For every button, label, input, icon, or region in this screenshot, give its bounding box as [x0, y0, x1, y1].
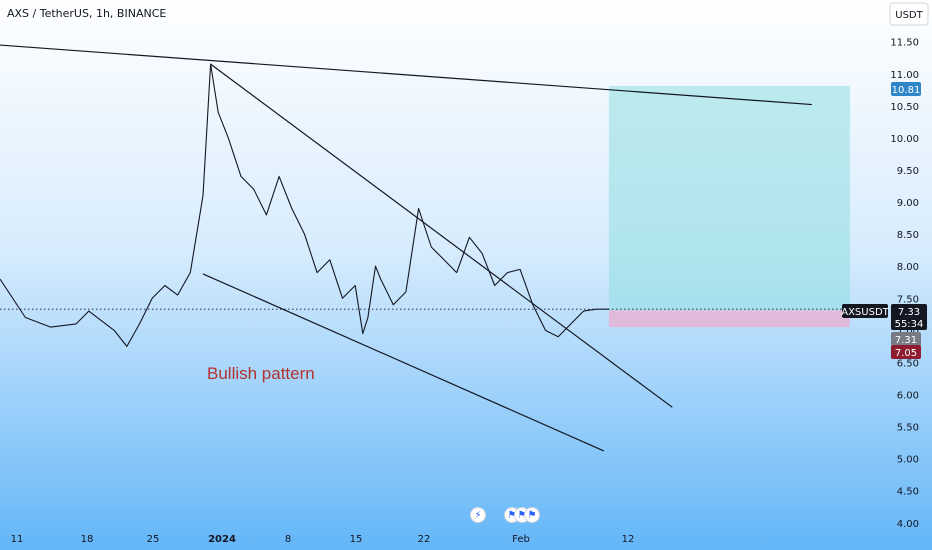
- target-zone[interactable]: [608, 85, 850, 311]
- svg-text:7.05: 7.05: [895, 348, 917, 359]
- svg-text:10.81: 10.81: [892, 85, 921, 96]
- x-tick-label: 15: [350, 534, 363, 545]
- x-tick-label: 25: [147, 534, 160, 545]
- svg-text:AXSUSDT: AXSUSDT: [841, 307, 889, 318]
- x-tick-label: Feb: [512, 534, 530, 545]
- x-tick-label: 8: [285, 534, 291, 545]
- bolt-icon[interactable]: ⚡: [470, 507, 486, 523]
- y-tick-label: 6.50: [897, 358, 919, 369]
- x-tick-label: 2024: [208, 534, 236, 545]
- chart-title: AXS / TetherUS, 1h, BINANCE: [7, 7, 166, 20]
- symbol-tag: AXSUSDT: [841, 304, 890, 318]
- falling-wedge-lower-trendline[interactable]: [202, 273, 605, 452]
- time-axis[interactable]: 11 18 25 2024 8 15 22 Feb 12: [11, 534, 635, 545]
- price-series-line[interactable]: [0, 63, 609, 347]
- y-tick-label: 10.50: [890, 102, 919, 113]
- last-price-value: 7.33: [898, 307, 920, 318]
- y-tick-label: 9.50: [897, 166, 919, 177]
- y-tick-label: 4.50: [897, 487, 919, 498]
- y-tick-label: 7.50: [897, 294, 919, 305]
- stop-zone[interactable]: [608, 310, 850, 328]
- currency-label: USDT: [895, 10, 923, 21]
- y-tick-label: 5.00: [897, 455, 919, 466]
- y-tick-label: 11.50: [890, 38, 919, 49]
- price-axis[interactable]: 11.50 11.00 10.50 10.00 9.50 9.00 8.50 8.00 7.50…: [890, 38, 919, 530]
- annotation-text[interactable]: Bullish pattern: [207, 364, 315, 383]
- y-tick-label: 5.50: [897, 423, 919, 434]
- stop-price-tag: 7.05: [891, 345, 921, 359]
- last-price-tag: 7.33 55:34: [891, 304, 927, 330]
- entry-price-tag: 7.31: [891, 332, 921, 346]
- falling-wedge-upper-trendline[interactable]: [210, 63, 673, 408]
- bar-countdown: 55:34: [895, 319, 924, 330]
- y-tick-label: 9.00: [897, 198, 919, 209]
- y-tick-label: 11.00: [890, 70, 919, 81]
- y-tick-label: 6.00: [897, 391, 919, 402]
- y-tick-label: 8.00: [897, 262, 919, 273]
- plot-area[interactable]: Bullish pattern: [0, 32, 888, 452]
- svg-text:7.31: 7.31: [895, 335, 917, 346]
- target-price-tag: 10.81: [891, 82, 921, 96]
- y-tick-label: 10.00: [890, 134, 919, 145]
- x-tick-label: 11: [11, 534, 24, 545]
- x-tick-label: 12: [622, 534, 635, 545]
- currency-button[interactable]: USDT: [889, 2, 929, 26]
- y-tick-label: 7.00: [897, 326, 919, 337]
- resistance-trendline[interactable]: [0, 32, 812, 106]
- y-tick-label: 4.00: [897, 519, 919, 530]
- x-tick-label: 18: [81, 534, 94, 545]
- y-tick-label: 8.50: [897, 230, 919, 241]
- us-flag-icon[interactable]: ⚑: [524, 507, 540, 523]
- x-tick-label: 22: [418, 534, 431, 545]
